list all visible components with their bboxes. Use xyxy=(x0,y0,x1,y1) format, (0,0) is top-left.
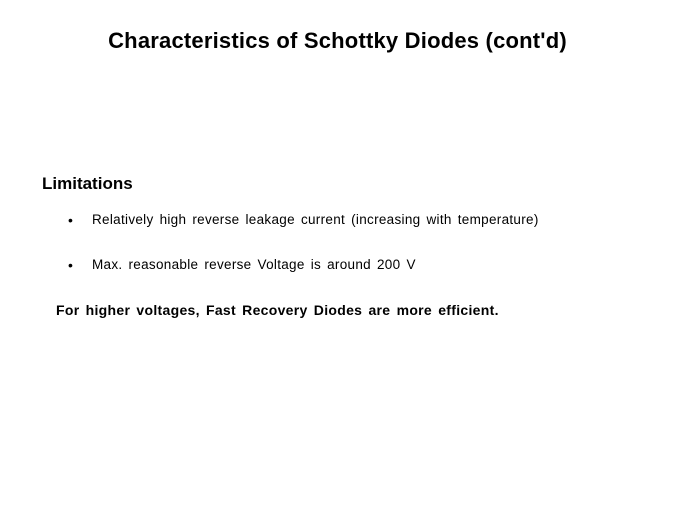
bullet-list: Relatively high reverse leakage current … xyxy=(42,212,675,272)
list-item: Relatively high reverse leakage current … xyxy=(92,212,675,227)
slide-title: Characteristics of Schottky Diodes (cont… xyxy=(0,0,675,54)
list-item: Max. reasonable reverse Voltage is aroun… xyxy=(92,257,675,272)
section-heading: Limitations xyxy=(42,174,675,194)
conclusion-text: For higher voltages, Fast Recovery Diode… xyxy=(42,302,675,318)
content-area: Limitations Relatively high reverse leak… xyxy=(0,54,675,318)
